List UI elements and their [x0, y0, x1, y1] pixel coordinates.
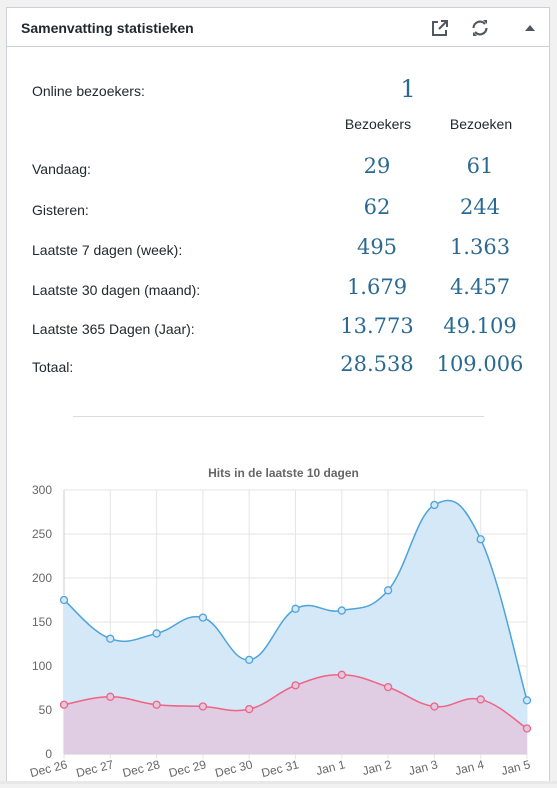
data-point-visitors [337, 670, 346, 679]
x-tick-label: Dec 30 [214, 757, 255, 780]
stats-row-visits: 1.363 [449, 235, 511, 259]
x-tick-label: Jan 4 [454, 757, 486, 778]
stats-row-visits: 4.457 [449, 275, 511, 299]
x-tick-label: Jan 2 [361, 757, 393, 778]
y-tick-label: 300 [32, 483, 52, 497]
y-tick-label: 0 [45, 747, 52, 761]
x-tick-label: Jan 1 [315, 757, 347, 778]
data-point-visitors [430, 702, 439, 711]
stats-row-label: Laatste 365 Dagen (Jaar): [32, 321, 195, 337]
stats-row-label: Vandaag: [32, 161, 91, 177]
widget-header: Samenvatting statistieken [7, 8, 549, 47]
y-tick-label: 200 [32, 571, 52, 585]
data-point-visitors [476, 695, 485, 704]
stats-row: Totaal: 28.538 109.006 [32, 352, 532, 382]
data-point-visitors [522, 724, 532, 733]
series-area-visitors [64, 674, 527, 754]
data-point-visits [245, 655, 254, 664]
stats-row-label: Gisteren: [32, 202, 89, 218]
stats-row: Gisteren: 62 244 [32, 195, 532, 225]
y-tick-label: 100 [32, 659, 52, 673]
column-header-visitors: Bezoekers [344, 116, 412, 132]
x-tick-label: Jan 3 [407, 757, 439, 778]
data-point-visitors [59, 700, 69, 709]
data-point-visits [198, 613, 208, 622]
stats-row-label: Laatste 7 dagen (week): [32, 242, 183, 258]
data-point-visitors [106, 692, 115, 701]
chart-title: Hits in de laatste 10 dagen [208, 466, 359, 480]
summary-widget: Samenvatting statistieken Online bezoeke… [6, 7, 550, 782]
online-visitors-value: 1 [400, 75, 416, 103]
y-tick-label: 50 [39, 703, 53, 717]
data-point-visits [476, 535, 485, 544]
data-point-visits [152, 629, 161, 638]
divider [73, 416, 484, 417]
stats-row-label: Laatste 30 dagen (maand): [32, 282, 201, 298]
stats-row-visitors: 495 [356, 235, 398, 259]
stats-row: Vandaag: 29 61 [32, 154, 532, 184]
data-point-visitors [152, 700, 161, 709]
x-tick-label: Dec 29 [167, 757, 208, 780]
data-point-visitors [198, 702, 208, 711]
page-footer-strip [0, 781, 557, 784]
x-tick-label: Dec 28 [121, 757, 162, 780]
external-link-icon[interactable] [429, 17, 451, 39]
data-point-visits [106, 634, 115, 643]
data-point-visits [522, 696, 532, 705]
data-point-visits [59, 595, 69, 605]
data-point-visitors [245, 704, 254, 714]
stats-row-visits: 109.006 [436, 352, 524, 376]
stats-row: Laatste 7 dagen (week): 495 1.363 [32, 235, 532, 265]
y-tick-label: 250 [32, 527, 52, 541]
x-tick-label: Dec 27 [75, 757, 116, 780]
online-visitors-label: Online bezoekers: [32, 83, 145, 99]
data-point-visitors [383, 682, 393, 692]
data-point-visitors [291, 681, 300, 690]
stats-row-label: Totaal: [32, 359, 74, 375]
online-visitors-row: Online bezoekers: 1 [32, 71, 532, 103]
column-header-visits: Bezoeken [449, 116, 513, 132]
stats-row: Laatste 365 Dagen (Jaar): 13.773 49.109 [32, 314, 532, 344]
y-tick-label: 150 [32, 615, 52, 629]
stats-row-visitors: 28.538 [340, 352, 414, 376]
stats-row-visits: 61 [466, 154, 494, 178]
stats-row: Laatste 30 dagen (maand): 1.679 4.457 [32, 275, 532, 305]
series-area-visits [64, 500, 527, 754]
stats-row-visitors: 1.679 [346, 275, 408, 299]
collapse-arrow-icon[interactable] [519, 17, 541, 39]
widget-title: Samenvatting statistieken [21, 20, 194, 36]
hits-chart-svg: Hits in de laatste 10 dagen 0 50 100 150 200 2… [28, 466, 532, 780]
stats-row-visitors: 13.773 [340, 314, 414, 338]
x-tick-label: Dec 31 [260, 757, 301, 780]
data-point-visits [337, 606, 346, 615]
hits-chart: Hits in de laatste 10 dagen 0 50 100 150 200 2… [7, 448, 551, 783]
stats-row-visitors: 29 [363, 154, 391, 178]
data-point-visits [430, 500, 439, 510]
stats-row-visits: 244 [459, 195, 501, 219]
data-point-visits [291, 604, 300, 613]
x-tick-label: Dec 26 [28, 757, 69, 780]
refresh-icon[interactable] [469, 17, 491, 39]
data-point-visits [383, 586, 393, 595]
stats-row-visitors: 62 [363, 195, 391, 219]
stats-row-visits: 49.109 [443, 314, 517, 338]
x-tick-label: Jan 5 [500, 757, 532, 778]
